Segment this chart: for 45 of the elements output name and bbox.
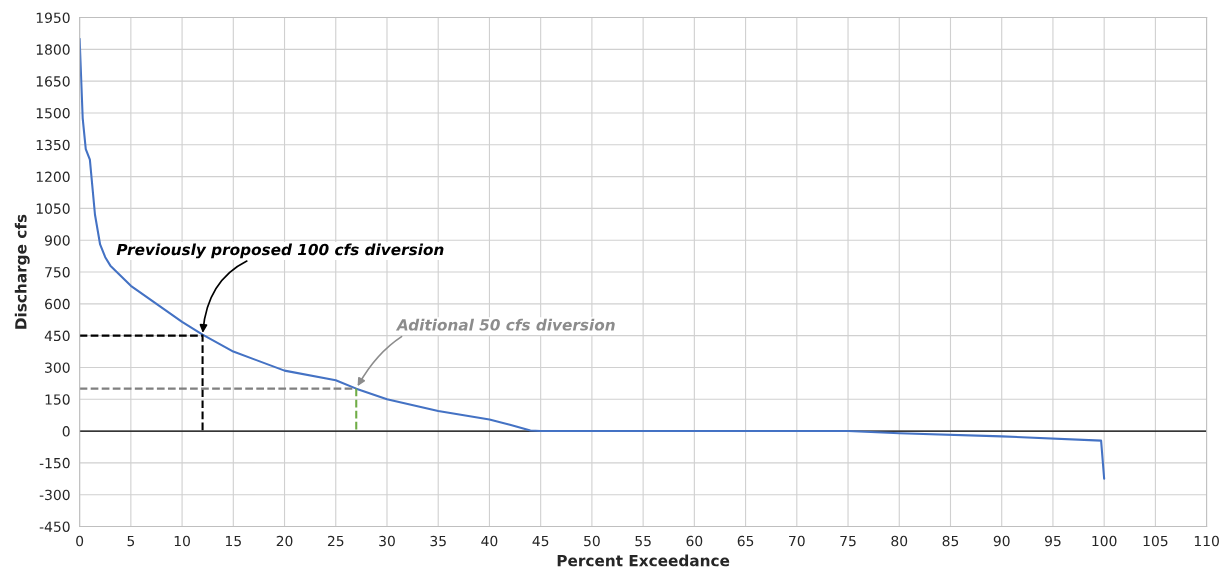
y-tick-label: 0 — [62, 426, 70, 437]
x-tick-label: 75 — [840, 535, 856, 547]
x-tick-label: 35 — [430, 535, 446, 547]
y-tick-label: 600 — [45, 298, 70, 310]
x-tick-label: 25 — [327, 535, 344, 547]
line-series — [79, 37, 1106, 480]
x-tick-label: 30 — [379, 535, 395, 547]
y-tick-label: 1650 — [36, 76, 70, 87]
x-tick-label: 110 — [1194, 535, 1219, 547]
x-tick-label: 65 — [737, 535, 754, 547]
x-tick-label: 105 — [1143, 535, 1168, 547]
y-tick-label: -150 — [39, 457, 70, 469]
y-tick-label: 450 — [44, 330, 70, 342]
x-tick-label: 5 — [127, 535, 135, 547]
y-tick-label: 1200 — [36, 171, 70, 183]
x-tick-label: 70 — [789, 535, 805, 547]
y-tick-label: -450 — [39, 521, 70, 532]
x-tick-label: 0 — [76, 535, 84, 547]
y-tick-label: 1950 — [36, 12, 70, 24]
y-tick-label: 900 — [44, 235, 70, 246]
y-tick-label: 1800 — [36, 44, 70, 55]
x-tick-label: 15 — [226, 535, 241, 547]
x-tick-label: 10 — [174, 535, 190, 547]
x-tick-label: 20 — [276, 535, 293, 547]
x-tick-label: 80 — [891, 535, 908, 547]
y-tick-label: 300 — [45, 362, 70, 373]
y-tick-label: 1350 — [36, 139, 70, 151]
x-axis-title: Percent Exceedance — [557, 554, 730, 567]
x-tick-label: 90 — [993, 535, 1010, 547]
x-tick-label: 40 — [481, 535, 498, 547]
x-tick-label: 60 — [686, 535, 703, 547]
x-tick-label: 50 — [584, 535, 600, 547]
y-tick-label: 750 — [45, 266, 70, 278]
annotation: Aditional 50 cfs diversion — [395, 318, 615, 331]
x-tick-label: 45 — [532, 535, 549, 547]
x-tick-label: 55 — [635, 535, 651, 547]
x-tick-label: 85 — [942, 535, 959, 547]
x-tick-label: 100 — [1092, 535, 1117, 547]
y-tick-label: 150 — [45, 394, 70, 405]
annotation: Previously proposed 100 cfs diversion — [116, 243, 444, 259]
y-tick-label: -300 — [39, 489, 70, 501]
x-tick-label: 95 — [1044, 535, 1061, 547]
y-axis-title: Discharge cfs — [14, 214, 30, 329]
y-tick-label: 1050 — [36, 203, 70, 214]
y-tick-label: 1500 — [36, 107, 70, 119]
